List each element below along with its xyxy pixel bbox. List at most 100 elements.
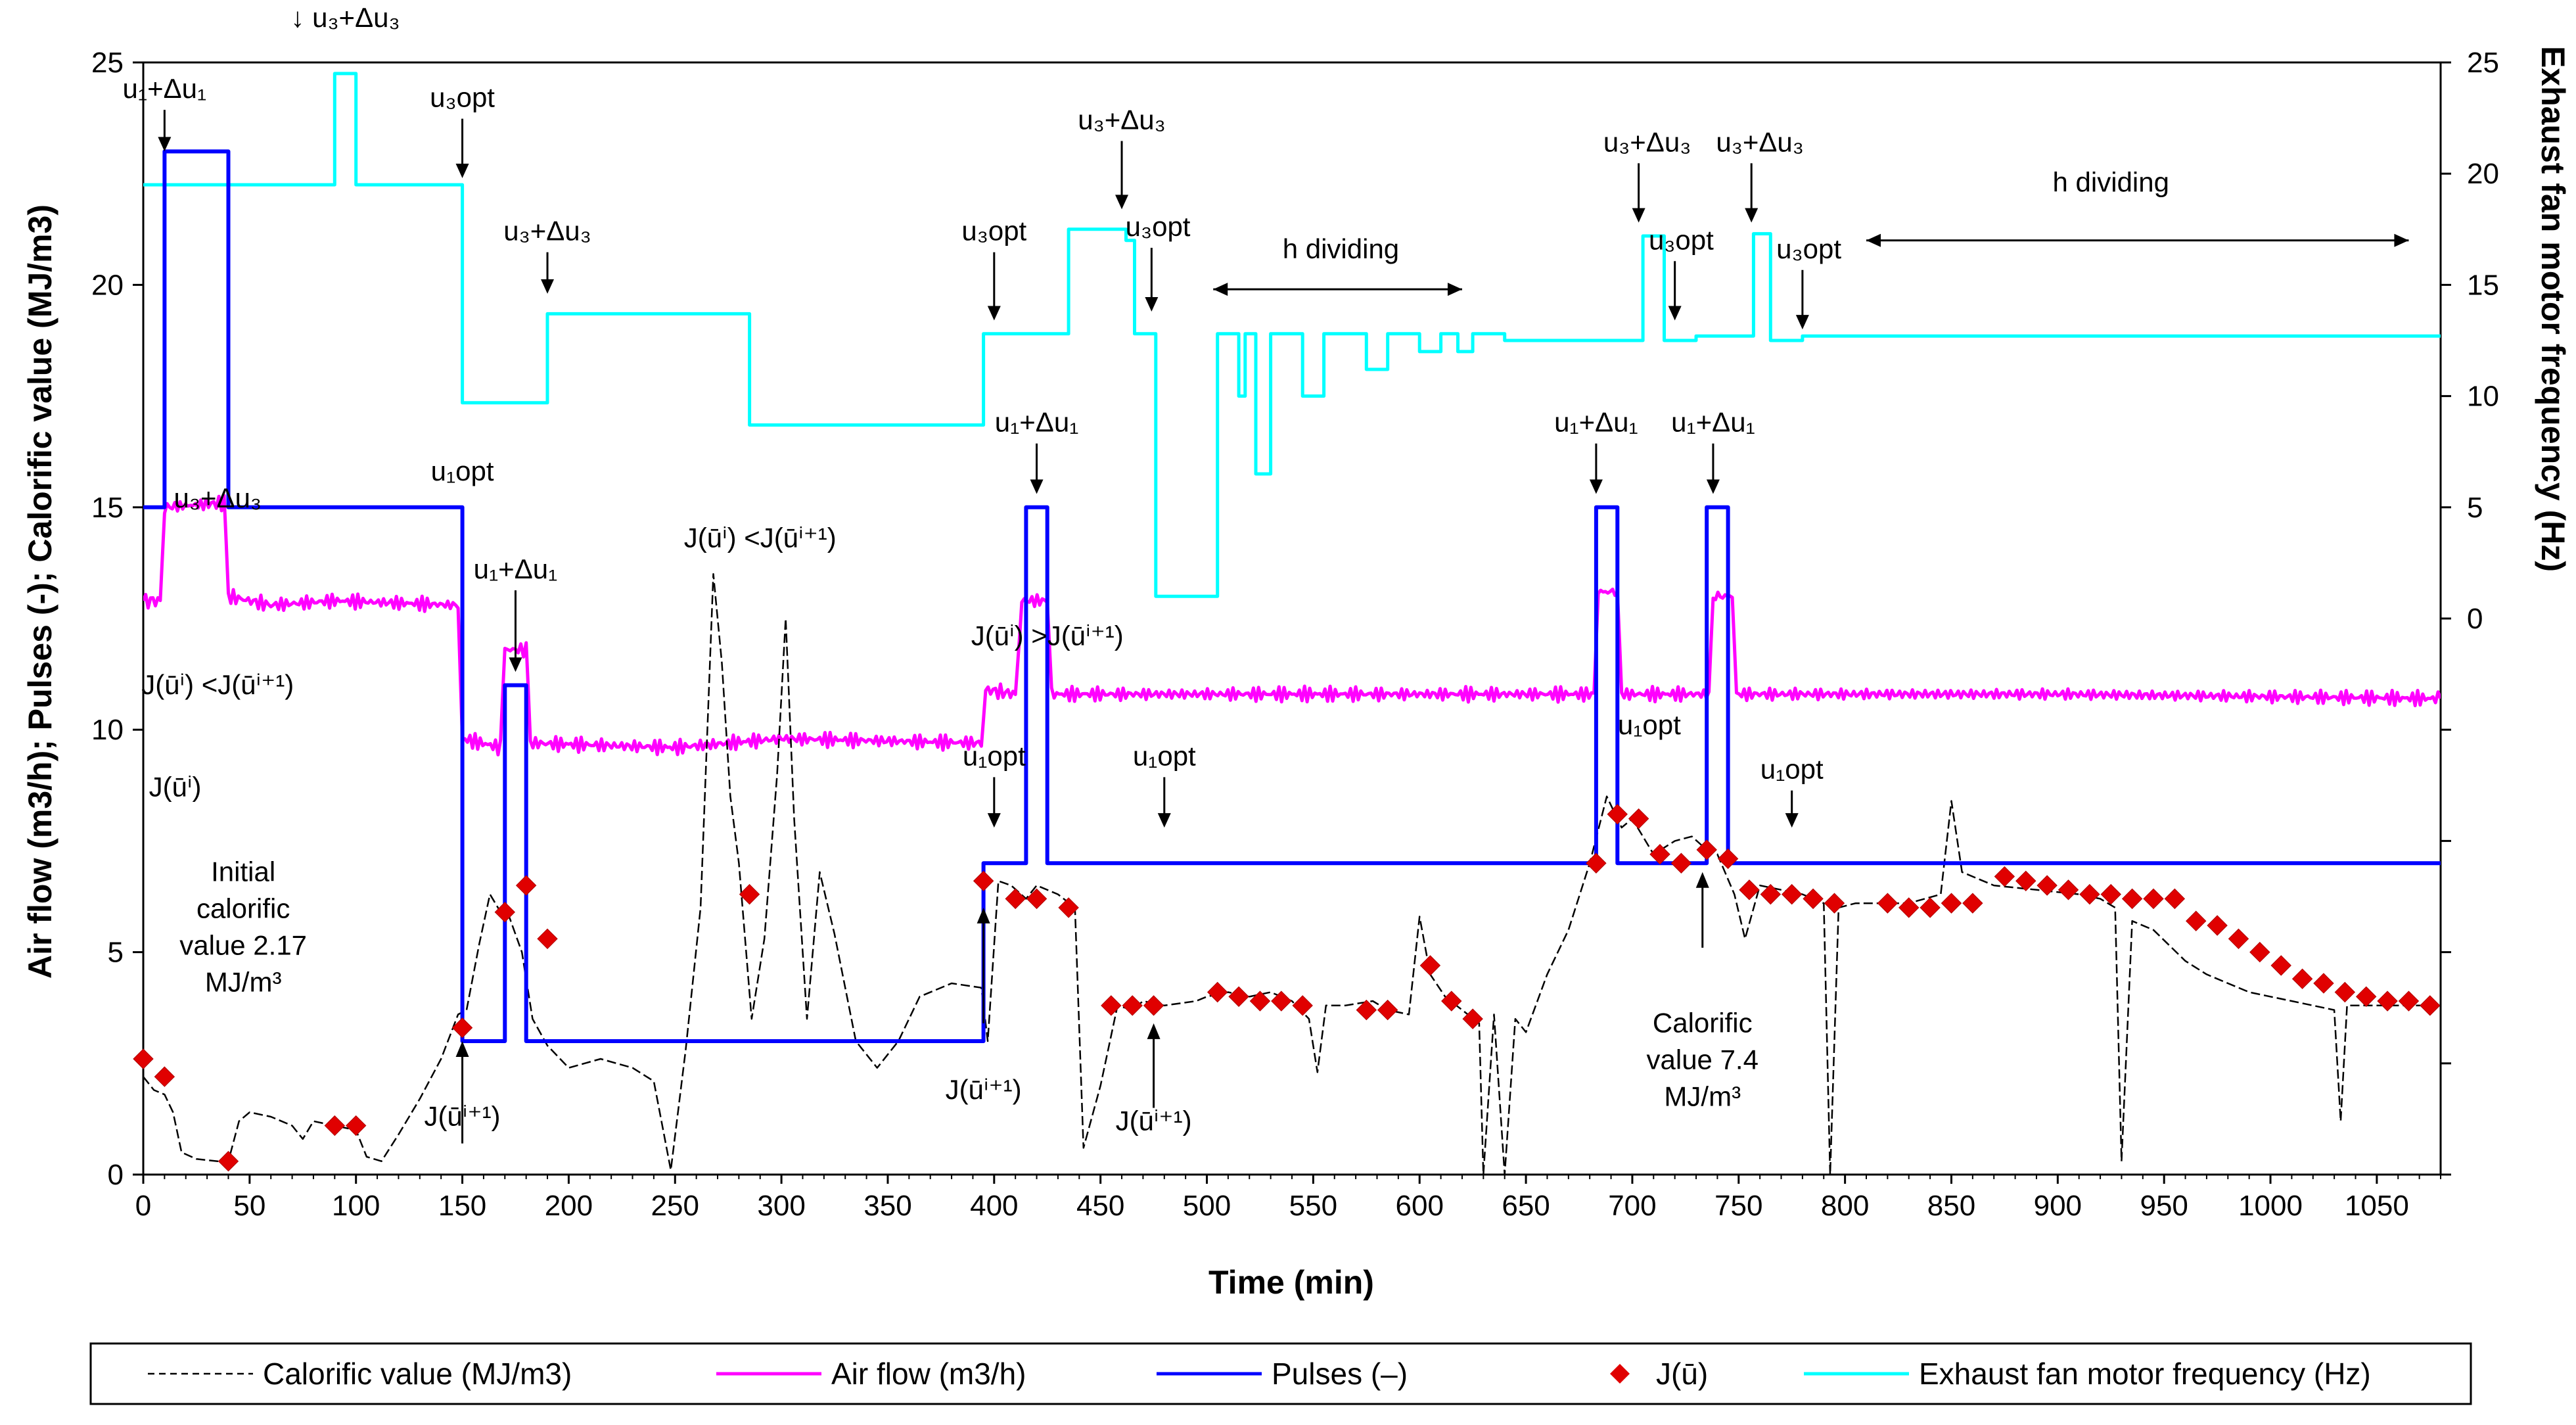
j-marker bbox=[494, 901, 516, 923]
x-tick-label: 200 bbox=[545, 1190, 593, 1222]
x-tick-label: 300 bbox=[757, 1190, 805, 1222]
annotation-label: J(ūⁱ) >J(ūⁱ⁺¹) bbox=[971, 620, 1124, 651]
y-right-tick-label: 25 bbox=[2467, 47, 2499, 79]
annotation-arrowhead bbox=[987, 306, 1001, 321]
legend-entry: Exhaust fan motor frequency (Hz) bbox=[1919, 1357, 2371, 1391]
j-marker bbox=[2291, 968, 2313, 989]
y-axis-left: 0 5 10 15 20 25 bbox=[91, 47, 143, 1191]
j-marker bbox=[1649, 843, 1670, 865]
j-marker bbox=[1803, 888, 1824, 910]
legend-frame bbox=[89, 1342, 2472, 1405]
j-marker bbox=[2398, 991, 2420, 1012]
y-right-tick-label: 10 bbox=[2467, 381, 2499, 413]
x-tick-label: 850 bbox=[1927, 1190, 1975, 1222]
annotation-arrowhead bbox=[509, 657, 522, 672]
annotation-label: u₁+Δu₁ bbox=[474, 553, 558, 584]
annotation-label-multiline: Initial calorific value 2.17 MJ/m³ bbox=[179, 856, 307, 997]
x-tick-label: 400 bbox=[970, 1190, 1018, 1222]
annotation-label: J(ūⁱ) <J(ūⁱ⁺¹) bbox=[684, 523, 837, 553]
j-marker bbox=[1207, 981, 1228, 1003]
j-marker bbox=[2186, 910, 2207, 931]
j-marker bbox=[1941, 893, 1962, 914]
series-line-air-flow bbox=[143, 494, 2441, 757]
j-marker bbox=[739, 883, 760, 905]
annotation-label: h dividing bbox=[1283, 233, 1399, 264]
annotation-label: u₁+Δu₁ bbox=[123, 73, 207, 104]
annotation-label: h dividing bbox=[2053, 166, 2169, 197]
j-marker bbox=[1628, 808, 1649, 829]
j-marker bbox=[2313, 973, 2334, 994]
x-tick-label: 900 bbox=[2034, 1190, 2082, 1222]
j-marker bbox=[2377, 991, 2398, 1012]
annotation-label: u₃opt bbox=[1649, 224, 1714, 255]
annotation-arrowhead-up bbox=[1147, 1023, 1161, 1039]
annotation-arrowhead bbox=[1115, 195, 1129, 210]
annotation-arrowhead-up bbox=[1695, 872, 1709, 888]
annotation-label: u₁opt bbox=[963, 740, 1026, 771]
j-marker bbox=[1356, 999, 1377, 1021]
x-tick-label: 450 bbox=[1076, 1190, 1124, 1222]
j-marker bbox=[2334, 981, 2356, 1003]
x-tick-label: 50 bbox=[233, 1190, 265, 1222]
annotation-label: u₃opt bbox=[961, 216, 1026, 246]
y-right-tick-label: 5 bbox=[2467, 492, 2483, 524]
annotation-label: u₃opt bbox=[430, 82, 495, 113]
j-marker bbox=[1271, 991, 1292, 1012]
j-marker bbox=[324, 1115, 346, 1136]
j-marker bbox=[2228, 928, 2249, 950]
annotation-label: J(ūⁱ) bbox=[149, 772, 202, 803]
x-tick-label: 1050 bbox=[2345, 1190, 2409, 1222]
j-marker bbox=[133, 1048, 154, 1069]
j-marker bbox=[1228, 986, 1249, 1007]
legend-entry: Pulses (–) bbox=[1272, 1357, 1408, 1391]
annotation-label: J(ūⁱ⁺¹) bbox=[1116, 1105, 1192, 1136]
h-dividing-arrowhead-left bbox=[1866, 233, 1881, 247]
j-marker bbox=[2143, 888, 2164, 910]
j-marker bbox=[2249, 941, 2270, 963]
j-marker bbox=[1739, 879, 1760, 900]
x-tick-label: 950 bbox=[2140, 1190, 2188, 1222]
annotation-arrowhead bbox=[1589, 479, 1603, 494]
y-right-tick-label: 20 bbox=[2467, 158, 2499, 190]
annotation-arrowhead bbox=[1745, 208, 1759, 223]
annotation-label: u₃opt bbox=[1126, 211, 1191, 242]
j-marker bbox=[1824, 893, 1845, 914]
annotation-arrowhead bbox=[1785, 813, 1799, 828]
y-axis-title-right: Exhaust fan motor frequency (Hz) bbox=[2535, 46, 2571, 572]
annotation-arrowhead bbox=[1632, 208, 1645, 223]
j-marker bbox=[1898, 897, 1920, 918]
j-marker bbox=[1696, 839, 1717, 860]
j-marker bbox=[1419, 955, 1441, 976]
series-layer bbox=[143, 72, 2441, 1175]
y-tick-label: 5 bbox=[108, 937, 124, 969]
annotation-arrowhead bbox=[455, 163, 469, 178]
j-marker bbox=[537, 928, 558, 950]
j-marker bbox=[1586, 853, 1607, 874]
annotation-arrowhead bbox=[541, 279, 555, 294]
legend-entry: Air flow (m3/h) bbox=[831, 1357, 1026, 1391]
annotation-label-multiline: Calorific value 7.4 MJ/m³ bbox=[1647, 1007, 1759, 1111]
y-right-tick-label: 0 bbox=[2467, 603, 2483, 635]
x-tick-label: 150 bbox=[438, 1190, 486, 1222]
x-tick-label: 350 bbox=[863, 1190, 911, 1222]
j-marker bbox=[1377, 999, 1398, 1021]
series-line-pulses bbox=[143, 149, 2441, 1043]
annotation-arrowhead bbox=[158, 137, 172, 152]
y-axis-right: 0 5 10 15 20 25 bbox=[2441, 47, 2499, 1176]
annotation-label: u₃+Δu₃ bbox=[1716, 126, 1804, 157]
annotation-arrowhead bbox=[1157, 813, 1171, 828]
annotation-arrowhead-up bbox=[977, 907, 990, 923]
x-tick-label: 750 bbox=[1714, 1190, 1762, 1222]
annotation-arrowhead bbox=[987, 813, 1001, 828]
annotation-arrowhead bbox=[1795, 315, 1809, 330]
legend-entry: Calorific value (MJ/m3) bbox=[263, 1357, 572, 1391]
j-marker bbox=[1249, 991, 1271, 1012]
x-tick-label: 650 bbox=[1502, 1190, 1550, 1222]
x-tick-label: 700 bbox=[1608, 1190, 1656, 1222]
series-line-exhaust-fan-frequency bbox=[143, 72, 2441, 598]
j-marker bbox=[2100, 883, 2121, 905]
y-right-tick-label: 15 bbox=[2467, 269, 2499, 301]
j-marker bbox=[2355, 986, 2377, 1007]
j-marker bbox=[451, 1017, 473, 1039]
